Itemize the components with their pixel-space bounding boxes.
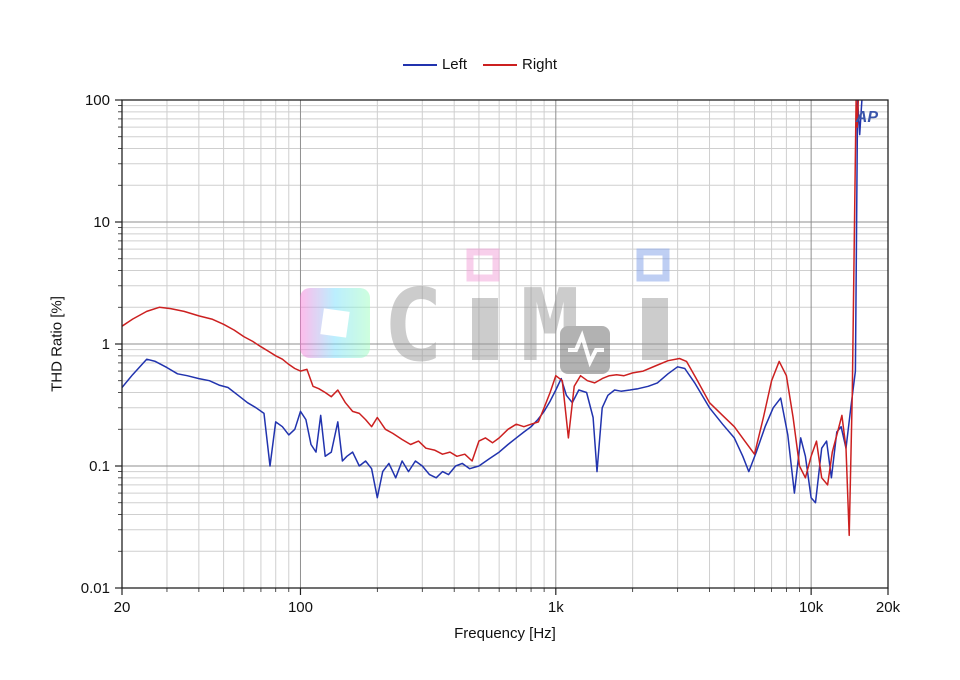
grid-lines	[122, 100, 888, 588]
series-right-line	[122, 100, 860, 537]
legend-right-line-swatch	[483, 63, 517, 66]
legend: Left Right	[0, 56, 960, 73]
legend-item-left: Left	[402, 56, 467, 73]
legend-right-label: Right	[522, 56, 558, 73]
x-axis-title: Frequency [Hz]	[454, 625, 556, 642]
ap-logo: AP	[855, 109, 879, 126]
axis-ticks	[115, 99, 889, 595]
legend-left-label: Left	[441, 56, 467, 73]
series-left-line	[122, 100, 863, 504]
y-tick-label: 10	[93, 214, 110, 231]
legend-left-line-swatch	[402, 63, 437, 66]
y-tick-label: 1	[102, 336, 110, 353]
x-tick-label: 10k	[799, 599, 824, 616]
x-tick-label: 20k	[876, 599, 901, 616]
x-tick-label: 100	[288, 599, 313, 616]
svg-text:C: C	[383, 267, 443, 384]
y-tick-label: 0.1	[89, 458, 110, 475]
y-tick-label: 0.01	[81, 580, 110, 597]
x-tick-label: 20	[114, 599, 131, 616]
x-tick-label: 1k	[548, 599, 564, 616]
tick-labels: 20 100 1k 10k 20k 100 10 1 0.1 0.01	[81, 92, 901, 616]
series-lines	[122, 100, 863, 537]
legend-item-right: Right	[483, 56, 557, 73]
y-tick-label: 100	[85, 92, 110, 109]
